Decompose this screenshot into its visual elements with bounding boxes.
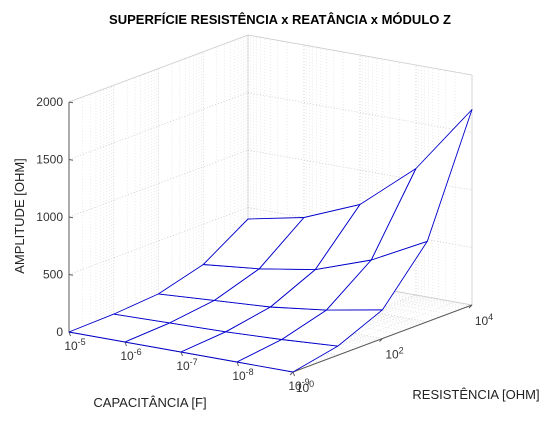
x-tick-mark (292, 371, 295, 377)
z-grid-line (247, 264, 473, 306)
x-grid-line (249, 296, 429, 365)
z-grid-line (247, 34, 473, 76)
x-tick-label: 10-9 (288, 377, 309, 393)
x-grid-line (253, 297, 433, 366)
y-tick-mark (379, 338, 383, 342)
z-axis-label: AMPLITUDE [OHM] (12, 158, 27, 274)
y-tick-mark (289, 371, 294, 376)
z-tick-mark (68, 274, 74, 276)
x-grid-line (259, 298, 439, 367)
z-grid-line (68, 92, 249, 160)
x-tick-mark (236, 361, 239, 367)
x-tick-mark (124, 341, 127, 347)
z-tick-label: 1500 (36, 153, 63, 167)
x-tick-mark (68, 331, 71, 337)
z-tick-mark (68, 159, 74, 161)
x-tick-mark (180, 351, 183, 357)
z-tick-label: 1000 (36, 210, 63, 224)
chart-title: SUPERFÍCIE RESISTÊNCIA x REATÂNCIA x MÓD… (109, 12, 451, 27)
z-tick-label: 500 (43, 268, 63, 282)
z-tick-label: 0 (56, 325, 63, 339)
x-tick-label: 10-5 (64, 337, 85, 353)
z-tick-mark (68, 216, 74, 219)
x-grid-line (245, 296, 425, 364)
y-tick-mark (468, 304, 473, 309)
z-tick-mark (68, 101, 74, 104)
y-tick-label: 104 (475, 312, 493, 328)
y-tick-label: 102 (385, 346, 403, 362)
x-tick-label: 10-7 (176, 357, 197, 373)
x-grid-line (266, 299, 446, 368)
x-grid-line (242, 295, 422, 364)
surface-mesh (68, 109, 473, 373)
x-tick-label: 10-8 (232, 367, 253, 383)
y-axis-label: RESISTÊNCIA [OHM] (412, 387, 539, 402)
z-tick-label: 2000 (36, 95, 63, 109)
y-tick-label: 100 (296, 379, 314, 395)
surface-face (370, 109, 473, 261)
z-grid-line (68, 149, 249, 218)
z-grid-line (247, 207, 473, 248)
z-grid-line (68, 34, 249, 103)
x-axis-label: CAPACITÂNCIA [F] (93, 395, 206, 410)
x-grid-line (276, 301, 456, 370)
x-grid-line (236, 294, 417, 363)
x-grid-line (239, 295, 419, 363)
z-grid-line (68, 207, 249, 275)
x-tick-label: 10-6 (120, 347, 141, 363)
z-grid-line (247, 92, 473, 133)
